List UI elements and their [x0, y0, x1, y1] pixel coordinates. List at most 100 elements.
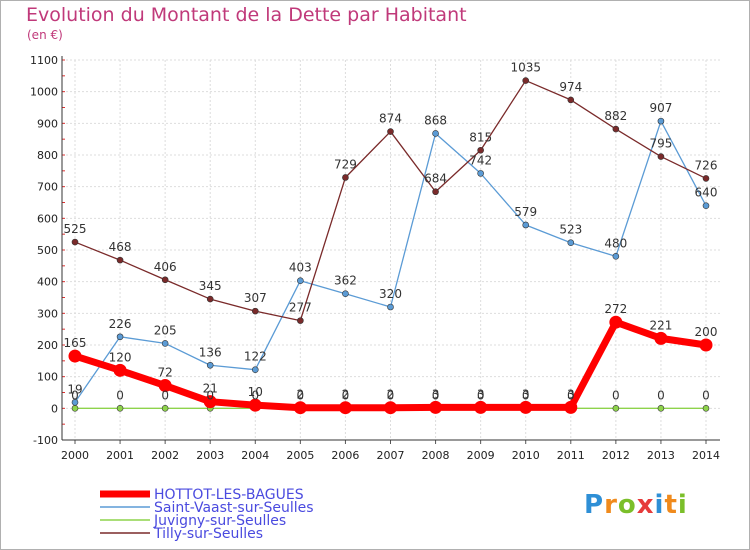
data-point — [387, 128, 394, 135]
logo-letter: P — [584, 490, 605, 520]
data-label: 684 — [424, 172, 447, 186]
chart-title: Evolution du Montant de la Dette par Hab… — [26, 4, 467, 26]
data-label: 0 — [612, 388, 620, 402]
data-label: 19 — [67, 382, 82, 396]
data-label: 0 — [206, 388, 214, 402]
data-point — [251, 366, 259, 374]
data-label: 0 — [702, 388, 710, 402]
x-tick-label: 2008 — [422, 449, 450, 462]
data-label: 226 — [109, 317, 132, 331]
data-label: 882 — [604, 109, 627, 123]
data-label: 0 — [477, 388, 485, 402]
data-label: 729 — [334, 157, 357, 171]
x-tick-label: 2009 — [467, 449, 495, 462]
data-label: 221 — [649, 318, 672, 332]
data-point — [387, 303, 394, 311]
logo-letter: o — [617, 490, 637, 520]
data-point — [657, 153, 665, 160]
data-label: 136 — [199, 345, 222, 359]
data-label: 1035 — [510, 61, 541, 75]
y-tick-label: 900 — [37, 117, 58, 130]
y-tick-label: 800 — [37, 149, 58, 162]
data-point — [612, 253, 620, 260]
x-tick-label: 2012 — [602, 449, 630, 462]
y-tick-label: 300 — [37, 307, 58, 320]
data-point — [654, 331, 668, 345]
data-point — [477, 170, 484, 177]
data-point — [206, 361, 214, 369]
data-point — [71, 405, 79, 412]
data-point — [68, 349, 82, 363]
data-point — [293, 401, 307, 415]
series-group — [68, 77, 713, 415]
data-point — [702, 202, 710, 209]
y-tick-label: 700 — [37, 181, 58, 194]
data-point — [203, 395, 217, 409]
data-label: 0 — [432, 388, 440, 402]
logo-letter: r — [604, 490, 618, 520]
data-point — [612, 405, 620, 412]
grid — [62, 59, 720, 441]
x-tick-label: 2003 — [196, 449, 224, 462]
data-point — [612, 125, 620, 133]
data-point — [519, 400, 533, 414]
y-tick-label: 600 — [37, 212, 58, 225]
data-label: 0 — [161, 388, 169, 402]
x-tick-label: 2002 — [151, 449, 179, 462]
data-label: 362 — [334, 274, 357, 288]
data-point — [702, 405, 710, 412]
y-tick-label: 0 — [51, 402, 58, 415]
data-point — [113, 363, 127, 377]
y-tick-label: 1100 — [30, 54, 58, 67]
data-label: 307 — [244, 291, 267, 305]
x-tick-label: 2011 — [557, 449, 585, 462]
data-label: 403 — [289, 261, 312, 275]
data-label: 72 — [158, 366, 173, 380]
logo-letter: x — [636, 490, 655, 520]
data-label: 874 — [379, 112, 402, 126]
data-label: 122 — [244, 350, 267, 364]
y-tick-label: 100 — [37, 371, 58, 384]
data-label: 2 — [387, 388, 395, 402]
data-label: 165 — [64, 336, 87, 350]
data-point — [522, 221, 530, 229]
data-point — [474, 400, 488, 414]
data-point — [384, 401, 397, 415]
data-label: 0 — [297, 388, 305, 402]
data-label: 272 — [604, 302, 627, 316]
data-label: 406 — [154, 260, 177, 274]
data-label: 3 — [432, 387, 440, 401]
data-point — [342, 174, 349, 181]
data-point — [657, 405, 665, 412]
unit-label: (en €) — [27, 28, 63, 42]
data-label: 525 — [64, 222, 87, 236]
data-point — [432, 130, 439, 137]
x-tick-label: 2001 — [106, 449, 134, 462]
data-label: 523 — [559, 223, 582, 237]
data-point — [564, 400, 578, 414]
data-point — [567, 96, 575, 104]
data-point — [609, 315, 623, 329]
x-tick-label: 2007 — [377, 449, 405, 462]
data-point — [699, 338, 713, 352]
data-point — [297, 277, 304, 285]
x-tick-label: 2014 — [692, 449, 720, 462]
data-point — [251, 307, 259, 315]
legend-entry: Juvigny-sur-Seulles — [153, 513, 286, 529]
x-tick-label: 2005 — [286, 449, 314, 462]
y-tick-label: 400 — [37, 276, 58, 289]
data-point — [116, 256, 124, 264]
logo-letter: i — [677, 490, 688, 520]
data-point — [342, 290, 349, 298]
data-label: 277 — [289, 301, 312, 315]
x-tick-label: 2010 — [512, 449, 540, 462]
legend: HOTTOT-LES-BAGUESSaint-Vaast-sur-Seulles… — [100, 487, 314, 542]
legend-entry: HOTTOT-LES-BAGUES — [154, 487, 304, 503]
data-label: 868 — [424, 113, 447, 127]
axes: -100010020030040050060070080090010001100… — [30, 54, 720, 462]
data-label: 640 — [695, 186, 718, 200]
data-label: 21 — [203, 382, 218, 396]
data-label: 579 — [514, 205, 537, 219]
data-point — [71, 399, 79, 406]
